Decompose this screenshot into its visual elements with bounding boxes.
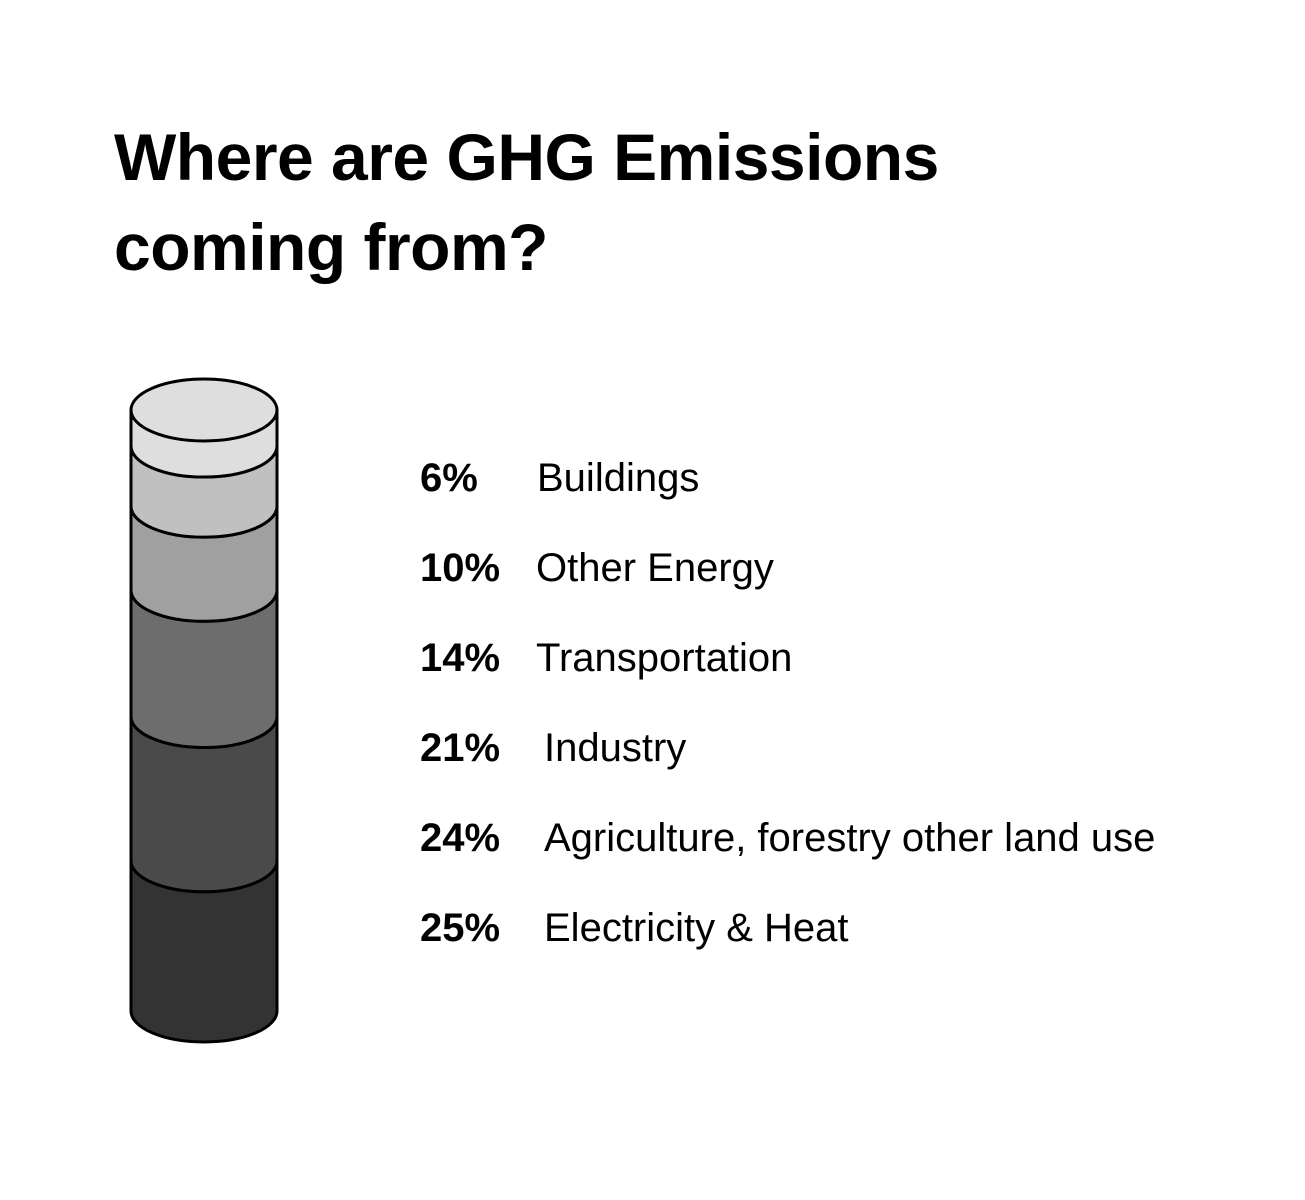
segment-body: [129, 859, 279, 1044]
segment-buildings: [129, 377, 279, 479]
legend-label: Transportation: [536, 636, 793, 680]
legend-percent: 24%: [420, 816, 501, 860]
legend-label: Other Energy: [536, 546, 774, 590]
legend-percent: 25%: [420, 906, 501, 950]
stacked-cylinder-chart: [129, 377, 279, 1044]
chart-title: Where are GHG Emissions coming from?: [114, 112, 1114, 292]
segment-body: [129, 588, 279, 749]
segment-top: [129, 377, 279, 443]
legend-percent: 21%: [420, 726, 501, 770]
segment-body: [129, 715, 279, 894]
legend-label: Industry: [544, 726, 687, 770]
segment-body: [129, 504, 279, 623]
legend-label: Electricity & Heat: [544, 906, 849, 950]
legend-label: Buildings: [537, 456, 700, 500]
chart-title-line-1: Where are GHG Emissions: [114, 120, 939, 194]
chart-title-line-2: coming from?: [114, 210, 549, 284]
legend-percent: 10%: [420, 546, 501, 590]
legend-label: Agriculture, forestry other land use: [544, 816, 1156, 860]
legend-percent: 6%: [420, 456, 478, 500]
legend-percent: 14%: [420, 636, 501, 680]
